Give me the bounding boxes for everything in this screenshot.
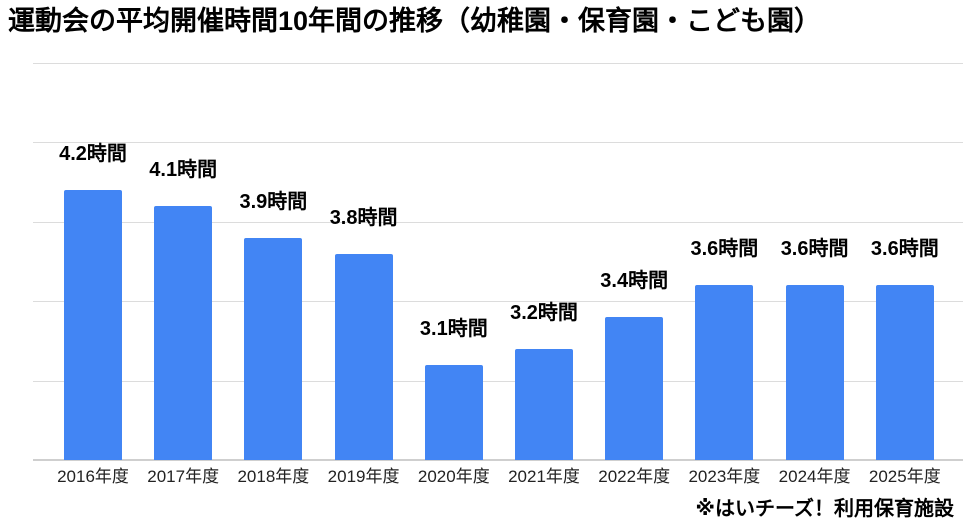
gridline (33, 380, 963, 382)
bar-value-label: 4.1時間 (149, 158, 218, 181)
bar-value-label: 3.2時間 (510, 301, 578, 324)
gridline (33, 142, 963, 144)
chart-title: 運動会の平均開催時間10年間の推移（幼稚園・保育園・こども園） (8, 6, 822, 36)
gridline (33, 301, 963, 303)
x-axis-label: 2023年度 (688, 467, 761, 486)
bar-2021 (515, 348, 573, 460)
bar-2019 (334, 253, 393, 460)
bar-column-2021: 3.2時間 (510, 63, 578, 460)
bar-value-label: 3.8時間 (329, 206, 398, 229)
x-axis-label: 2021年度 (508, 467, 580, 486)
x-axis-label: 2024年度 (778, 467, 851, 486)
x-axis-label: 2020年度 (417, 467, 490, 486)
x-axis-label: 2025年度 (868, 467, 941, 486)
bar-value-label: 4.2時間 (59, 143, 127, 166)
x-axis-label: 2017年度 (147, 467, 220, 486)
plot-area: 4.2時間 4.1時間 3.9時間 3.8時間 3.1時間 3.2時間 3.4時… (33, 63, 963, 486)
bar-2017 (154, 205, 213, 460)
bar-2024 (785, 285, 844, 460)
bar-column-2019: 3.8時間 (330, 63, 398, 460)
x-axis-label: 2018年度 (237, 467, 310, 486)
bar-value-label: 3.6時間 (780, 238, 849, 261)
bar-column-2022: 3.4時間 (600, 63, 668, 460)
bar-column-2023: 3.6時間 (690, 63, 758, 460)
bar-value-label: 3.1時間 (419, 317, 488, 340)
bar-column-2017: 4.1時間 (149, 63, 217, 460)
bar-2022 (605, 317, 664, 460)
bar-value-label: 3.6時間 (870, 238, 939, 261)
bar-2020 (424, 364, 483, 460)
bar-value-label: 3.9時間 (239, 190, 308, 213)
bar-column-2018: 3.9時間 (239, 63, 307, 460)
bar-2018 (244, 237, 303, 460)
gridline (33, 63, 963, 64)
bar-2023 (695, 285, 754, 460)
gridline (33, 221, 963, 223)
x-axis-baseline (33, 459, 963, 461)
bar-value-label: 3.4時間 (600, 270, 669, 293)
x-axis-label: 2019年度 (327, 467, 400, 486)
source-footnote: ※はいチーズ！利用保育施設 (695, 498, 954, 520)
x-axis-label: 2022年度 (598, 467, 671, 486)
bar-column-2025: 3.6時間 (871, 63, 939, 460)
bar-2016 (64, 190, 122, 460)
bar-column-2024: 3.6時間 (781, 63, 849, 460)
bar-value-label: 3.6時間 (690, 238, 759, 261)
bar-2025 (875, 285, 934, 460)
bar-column-2016: 4.2時間 (59, 63, 127, 460)
x-axis-label: 2016年度 (57, 467, 129, 486)
bar-column-2020: 3.1時間 (420, 63, 488, 460)
